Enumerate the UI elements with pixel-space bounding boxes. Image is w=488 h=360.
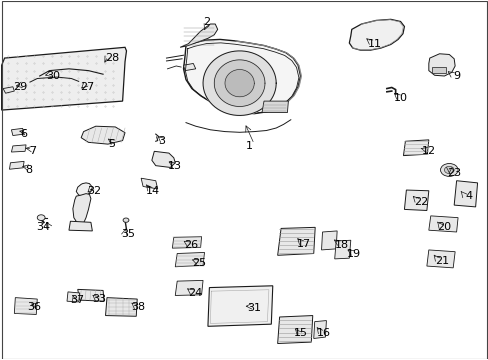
Polygon shape	[313, 320, 326, 338]
Text: 20: 20	[436, 222, 450, 231]
Polygon shape	[141, 178, 158, 189]
Text: 25: 25	[192, 258, 206, 268]
Text: 21: 21	[434, 256, 448, 266]
Polygon shape	[426, 250, 454, 268]
Text: 17: 17	[296, 239, 310, 249]
Polygon shape	[81, 126, 125, 144]
Polygon shape	[3, 87, 14, 93]
Polygon shape	[175, 252, 204, 267]
Text: 16: 16	[316, 328, 330, 338]
Text: 23: 23	[446, 168, 460, 178]
Text: 35: 35	[121, 229, 135, 239]
Text: 22: 22	[413, 197, 427, 207]
Text: 18: 18	[334, 239, 348, 249]
Polygon shape	[180, 24, 217, 47]
Polygon shape	[105, 298, 137, 316]
Polygon shape	[14, 298, 37, 315]
Text: 5: 5	[108, 139, 115, 149]
Polygon shape	[277, 227, 315, 255]
Polygon shape	[262, 101, 288, 113]
Polygon shape	[207, 286, 272, 326]
Polygon shape	[172, 237, 201, 248]
Text: 19: 19	[346, 248, 361, 258]
Text: 4: 4	[464, 191, 471, 201]
Polygon shape	[76, 183, 92, 196]
Text: 7: 7	[29, 146, 36, 156]
Polygon shape	[214, 60, 264, 107]
Polygon shape	[453, 181, 477, 207]
Polygon shape	[428, 216, 457, 232]
Polygon shape	[69, 221, 92, 231]
Polygon shape	[1, 47, 126, 110]
Polygon shape	[11, 129, 24, 135]
Text: 24: 24	[187, 288, 202, 298]
Text: 12: 12	[421, 146, 435, 156]
Polygon shape	[403, 140, 428, 156]
Polygon shape	[67, 292, 80, 302]
Text: 26: 26	[183, 240, 198, 250]
Text: 32: 32	[87, 186, 101, 196]
Text: 29: 29	[13, 82, 27, 92]
Text: 9: 9	[452, 71, 459, 81]
Circle shape	[37, 215, 45, 221]
Polygon shape	[175, 280, 203, 296]
Text: 37: 37	[71, 295, 84, 305]
Text: 13: 13	[168, 161, 182, 171]
Circle shape	[444, 166, 453, 174]
Bar	[431, 67, 445, 73]
Circle shape	[440, 163, 457, 176]
Polygon shape	[203, 51, 276, 116]
Polygon shape	[152, 151, 175, 167]
Polygon shape	[78, 289, 104, 301]
Circle shape	[123, 218, 129, 222]
Polygon shape	[183, 40, 300, 114]
Text: 31: 31	[247, 303, 261, 314]
Text: 8: 8	[25, 165, 33, 175]
Polygon shape	[321, 231, 336, 250]
Text: 38: 38	[131, 302, 145, 312]
Text: 2: 2	[203, 17, 210, 27]
Text: 3: 3	[158, 136, 165, 145]
Polygon shape	[428, 54, 454, 76]
Polygon shape	[183, 63, 195, 71]
Text: 28: 28	[104, 53, 119, 63]
Text: 36: 36	[27, 302, 41, 312]
Text: 14: 14	[145, 186, 160, 196]
Polygon shape	[9, 161, 24, 169]
Text: 11: 11	[367, 39, 382, 49]
Polygon shape	[277, 316, 312, 343]
Polygon shape	[348, 19, 404, 50]
Polygon shape	[404, 190, 428, 211]
Polygon shape	[224, 69, 254, 97]
Text: 33: 33	[92, 294, 106, 304]
Text: 6: 6	[20, 129, 27, 139]
Text: 15: 15	[293, 328, 307, 338]
Text: 34: 34	[37, 222, 51, 232]
Polygon shape	[11, 145, 26, 152]
Text: 27: 27	[80, 82, 94, 93]
Text: 10: 10	[393, 93, 407, 103]
Polygon shape	[73, 194, 91, 225]
Text: 30: 30	[46, 71, 60, 81]
Polygon shape	[334, 240, 350, 259]
Text: 1: 1	[245, 141, 252, 151]
